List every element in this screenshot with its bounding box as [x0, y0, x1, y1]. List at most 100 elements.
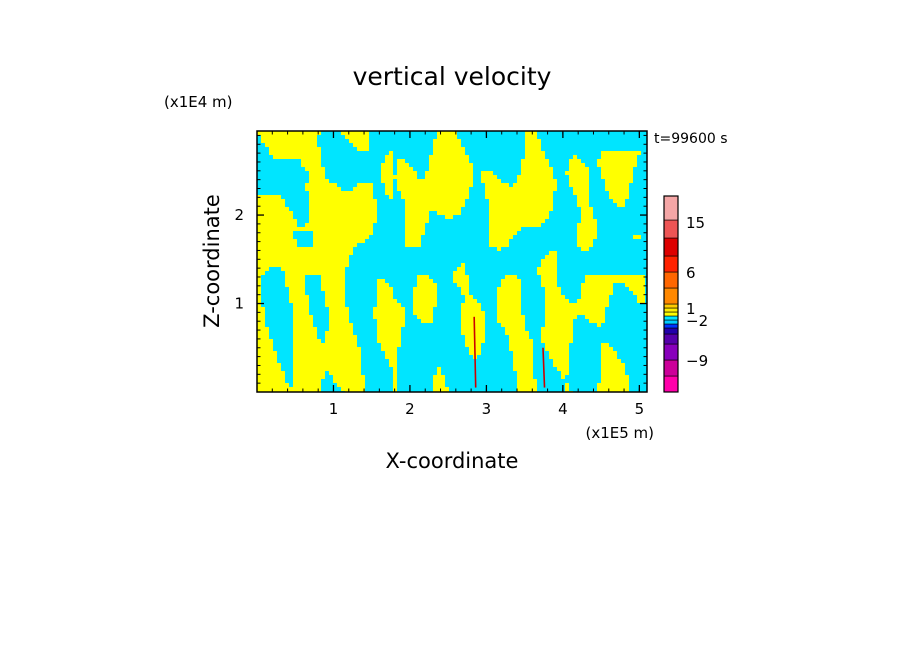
- field-cell-positive: [601, 355, 617, 359]
- field-cell-positive: [569, 183, 589, 187]
- field-cell-positive: [405, 231, 425, 235]
- field-cell-positive: [545, 291, 561, 295]
- field-cell-positive: [577, 231, 597, 235]
- field-cell-positive: [437, 211, 461, 215]
- field-cell-positive: [377, 295, 393, 299]
- y-unit-label: (x1E4 m): [164, 93, 233, 111]
- field-cell-positive: [453, 279, 469, 283]
- field-cell-positive: [601, 151, 641, 155]
- field-cell-positive: [385, 191, 393, 195]
- field-cell-positive: [497, 311, 521, 315]
- field-cell-positive: [553, 363, 569, 367]
- field-cell-positive: [309, 171, 325, 175]
- field-cell-positive: [481, 179, 501, 183]
- field-cell-positive: [577, 239, 593, 243]
- field-cell-positive: [581, 219, 597, 223]
- field-cell-positive: [325, 339, 357, 343]
- colorbar-segment: [663, 271, 679, 289]
- field-cell-positive: [325, 291, 345, 295]
- colorbar-label: −9: [686, 352, 708, 370]
- field-cell-positive: [257, 291, 261, 295]
- field-cell-positive: [489, 199, 553, 203]
- field-cell-positive: [313, 243, 357, 247]
- field-cell-positive: [309, 175, 325, 179]
- field-cell-positive: [325, 331, 353, 335]
- field-cell-positive: [609, 191, 629, 195]
- field-cell-positive: [521, 159, 549, 163]
- field-cell-positive: [377, 287, 393, 291]
- field-cell-positive: [413, 303, 437, 307]
- plot-frame: [256, 130, 648, 393]
- field-cell-positive: [257, 331, 269, 335]
- field-cell-positive: [393, 375, 397, 379]
- field-cell-positive: [333, 379, 365, 383]
- field-cell-positive: [257, 323, 265, 327]
- field-cell-positive: [545, 315, 577, 319]
- field-cell-positive: [257, 247, 353, 251]
- field-cell-positive: [421, 319, 433, 323]
- field-cell-positive: [521, 167, 553, 171]
- field-cell-positive: [293, 347, 361, 351]
- field-cell-positive: [341, 131, 369, 135]
- field-cell-positive: [257, 251, 353, 255]
- field-cell-positive: [489, 243, 509, 247]
- field-cell-positive: [457, 267, 465, 271]
- field-cell-positive: [521, 163, 549, 167]
- field-cell-positive: [465, 299, 477, 303]
- field-cell-positive: [577, 235, 597, 239]
- field-cell-positive: [301, 159, 321, 163]
- field-cell-positive: [417, 283, 437, 287]
- colorbar-segment: [663, 195, 679, 221]
- field-cell-positive: [381, 347, 397, 351]
- field-cell-positive: [605, 179, 633, 183]
- field-cell-positive: [597, 323, 601, 327]
- field-cell-positive: [541, 339, 573, 343]
- field-cell-positive: [517, 375, 533, 379]
- field-cell-positive: [385, 351, 397, 355]
- field-cell-positive: [293, 319, 313, 323]
- field-cell-positive: [325, 303, 345, 307]
- field-cell-positive: [257, 367, 281, 371]
- field-cell-positive: [293, 315, 313, 319]
- field-cell-positive: [525, 151, 545, 155]
- field-cell-positive: [257, 219, 297, 223]
- field-cell-positive: [293, 311, 309, 315]
- field-cell-positive: [545, 307, 605, 311]
- field-cell-positive: [601, 363, 625, 367]
- field-cell-positive: [401, 195, 469, 199]
- field-cell-positive: [613, 199, 625, 203]
- field-cell-positive: [537, 271, 557, 275]
- field-cell-positive: [601, 167, 633, 171]
- field-cell-positive: [497, 307, 521, 311]
- field-cell-positive: [461, 323, 485, 327]
- field-cell-positive: [489, 227, 521, 231]
- field-cell-positive: [517, 379, 537, 383]
- field-cell-positive: [433, 143, 461, 147]
- field-cell-positive: [293, 343, 357, 347]
- field-cell-positive: [581, 287, 613, 291]
- field-cell-positive: [601, 171, 633, 175]
- field-cell-positive: [293, 355, 361, 359]
- field-cell-positive: [509, 339, 533, 343]
- field-cell-positive: [385, 355, 397, 359]
- field-cell-positive: [257, 355, 277, 359]
- field-cell-positive: [433, 139, 461, 143]
- field-cell-positive: [325, 299, 345, 303]
- field-cell-positive: [257, 263, 349, 267]
- field-cell-positive: [513, 363, 533, 367]
- field-cell-positive: [505, 275, 517, 279]
- field-cell-positive: [377, 327, 401, 331]
- field-cell-positive: [585, 315, 605, 319]
- field-cell-positive: [461, 311, 485, 315]
- field-cell-positive: [321, 283, 345, 287]
- field-cell-positive: [489, 215, 549, 219]
- field-cell-positive: [309, 203, 377, 207]
- velocity-field: [257, 131, 647, 392]
- field-cell-positive: [601, 359, 621, 363]
- field-cell-positive: [289, 295, 309, 299]
- field-cell-positive: [305, 183, 337, 187]
- field-cell-positive: [413, 299, 437, 303]
- field-cell-positive: [329, 323, 353, 327]
- field-cell-positive: [257, 387, 321, 391]
- field-cell-positive: [517, 371, 533, 375]
